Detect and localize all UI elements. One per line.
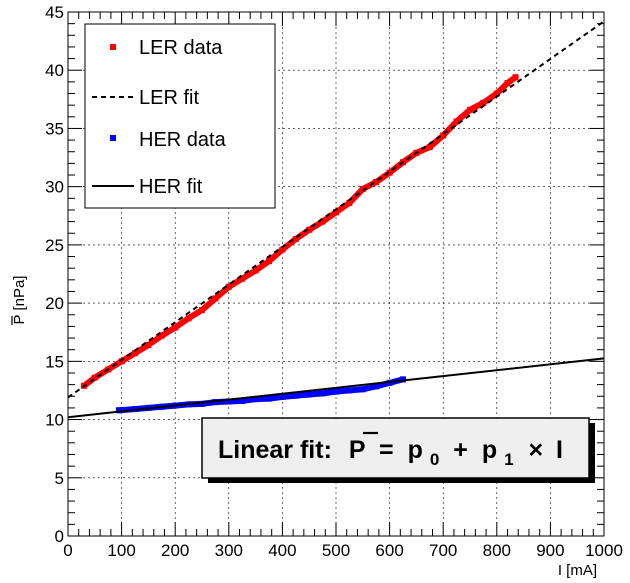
ler-data-point: [172, 324, 179, 331]
ler-data-point: [252, 267, 259, 274]
x-tick-label: 200: [161, 541, 189, 560]
y-tick-label: 25: [45, 236, 64, 255]
her-data-point: [306, 391, 313, 398]
legend-label-ler-data: LER data: [139, 37, 223, 59]
fit-annotation-text: Linear fit: P = p 0 + p 1 × I: [218, 436, 563, 471]
ler-data-point: [346, 199, 353, 206]
x-tick-label: 400: [268, 541, 296, 560]
her-data-point: [292, 392, 299, 399]
ler-data-point: [145, 342, 152, 349]
series-layer: [67, 20, 605, 419]
fit-p0-sub: 0: [430, 450, 439, 469]
her-data-point: [333, 388, 339, 395]
legend-label-her-fit: HER fit: [139, 176, 203, 198]
ler-data-point: [386, 169, 393, 176]
her-data-point: [279, 393, 286, 400]
ler-data-point: [480, 99, 487, 106]
fit-annotation-box: [201, 417, 590, 479]
fit-p1: p: [482, 436, 497, 464]
ler-data-point: [199, 307, 205, 314]
her-data-point: [400, 376, 406, 383]
her-data-point: [212, 399, 219, 406]
x-tick-label: 900: [536, 541, 564, 560]
her-data-point: [346, 387, 353, 394]
ler-data-point: [279, 246, 286, 253]
fit-var: I: [556, 436, 563, 464]
y-tick-label: 15: [45, 352, 64, 371]
ler-data-point: [373, 179, 380, 186]
her-data-point: [319, 390, 326, 397]
ler-data-point: [512, 74, 519, 81]
ler-data-point: [359, 185, 366, 192]
x-tick-label: 600: [375, 541, 403, 560]
y-axis-title: P [nPa]: [11, 276, 28, 325]
legend: LER data LER fit HER data HER fit: [84, 23, 276, 209]
ler-data-point: [306, 226, 313, 233]
ler-data-point: [225, 283, 232, 290]
ler-data-point: [212, 295, 219, 302]
ler-data-point: [319, 218, 326, 225]
x-tick-label: 0: [63, 541, 72, 560]
ler-data-point: [333, 209, 339, 216]
her-data-point: [359, 386, 366, 393]
ler-data-point: [266, 258, 272, 265]
ler-data-point: [426, 144, 433, 151]
y-tick-label: 45: [45, 3, 64, 22]
y-tick-label: 20: [45, 294, 64, 313]
fit-p0: p: [408, 436, 423, 464]
ler-data-point: [467, 106, 473, 113]
y-tick-label: 30: [45, 178, 64, 197]
ler-data-point: [493, 90, 500, 97]
fit-times: ×: [528, 436, 543, 464]
x-tick-label: 700: [429, 541, 457, 560]
her-data-point: [239, 397, 246, 404]
her-data-point: [199, 400, 205, 407]
fit-prefix: Linear fit:: [218, 436, 332, 464]
legend-swatch-her-data: [110, 135, 116, 141]
ler-data-point: [185, 315, 192, 322]
her-fit-line: [67, 357, 605, 419]
her-data-point: [252, 396, 259, 403]
y-tick-label: 40: [45, 61, 64, 80]
legend-label-her-data: HER data: [139, 129, 227, 151]
x-axis-title: I [mA]: [558, 562, 597, 579]
ler-fit-line: [67, 20, 605, 399]
legend-box: [84, 23, 276, 209]
legend-swatch-ler-data: [110, 44, 116, 50]
ler-data-point: [91, 374, 98, 381]
y-tick-label: 10: [45, 411, 64, 430]
her-data-point: [373, 383, 380, 390]
ticks: 0 100 200 300 400 500 600 700 800 900 100005101520…: [45, 3, 623, 560]
x-tick-label: 800: [483, 541, 511, 560]
ler-data-point: [440, 132, 447, 139]
x-tick-label: 500: [322, 541, 350, 560]
her-data-point: [266, 395, 272, 402]
ler-data-band: [81, 74, 519, 389]
ler-data-point: [504, 80, 511, 87]
fit-annotation: Linear fit: P = p 0 + p 1 × I: [201, 417, 595, 483]
x-tick-label: 100: [107, 541, 135, 560]
ler-data-point: [158, 332, 165, 339]
legend-label-ler-fit: LER fit: [139, 87, 199, 109]
fit-plus: +: [453, 436, 468, 464]
x-tick-label: 300: [215, 541, 243, 560]
fit-p1-sub: 1: [504, 450, 513, 469]
ler-data-point: [453, 118, 460, 125]
y-tick-label: 5: [55, 469, 64, 488]
y-tick-label: 0: [55, 527, 64, 546]
fit-lhs: P: [349, 436, 365, 464]
ler-data-point: [132, 350, 138, 357]
x-tick-label: 1000: [585, 541, 623, 560]
ler-data-point: [239, 275, 246, 282]
fit-eq: =: [379, 436, 394, 464]
ler-data-point: [118, 358, 125, 365]
ler-data-point: [292, 236, 299, 243]
her-data-point: [225, 398, 232, 405]
y-tick-label: 35: [45, 119, 64, 138]
her-data-point: [115, 407, 122, 414]
